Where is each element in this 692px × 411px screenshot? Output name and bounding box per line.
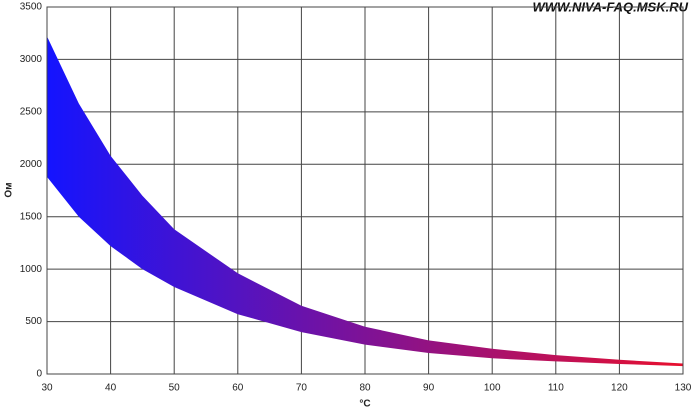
x-tick-label: 100: [484, 383, 501, 394]
y-tick-label: 2500: [20, 106, 43, 117]
x-tick-label: 40: [105, 383, 117, 394]
y-tick-label: 3000: [20, 54, 43, 65]
x-tick-label: 30: [41, 383, 53, 394]
plot-frame: [46, 6, 684, 375]
y-tick-label: 3500: [20, 2, 43, 13]
x-tick-label: 80: [359, 383, 371, 394]
y-tick-label: 0: [36, 369, 42, 380]
y-axis-label: Ом: [4, 182, 15, 197]
y-tick-label: 1000: [20, 264, 43, 275]
x-tick-label: 60: [232, 383, 244, 394]
y-tick-label: 1500: [20, 211, 43, 222]
band-area: [47, 36, 683, 367]
x-tick-label: 130: [675, 383, 692, 394]
x-tick-label: 90: [423, 383, 435, 394]
x-axis-label: °C: [359, 399, 370, 410]
x-tick-label: 120: [611, 383, 628, 394]
x-tick-label: 70: [296, 383, 308, 394]
x-tick-label: 50: [169, 383, 181, 394]
x-tick-label: 110: [548, 383, 564, 394]
y-tick-label: 500: [25, 316, 42, 327]
y-tick-label: 2000: [20, 159, 43, 170]
